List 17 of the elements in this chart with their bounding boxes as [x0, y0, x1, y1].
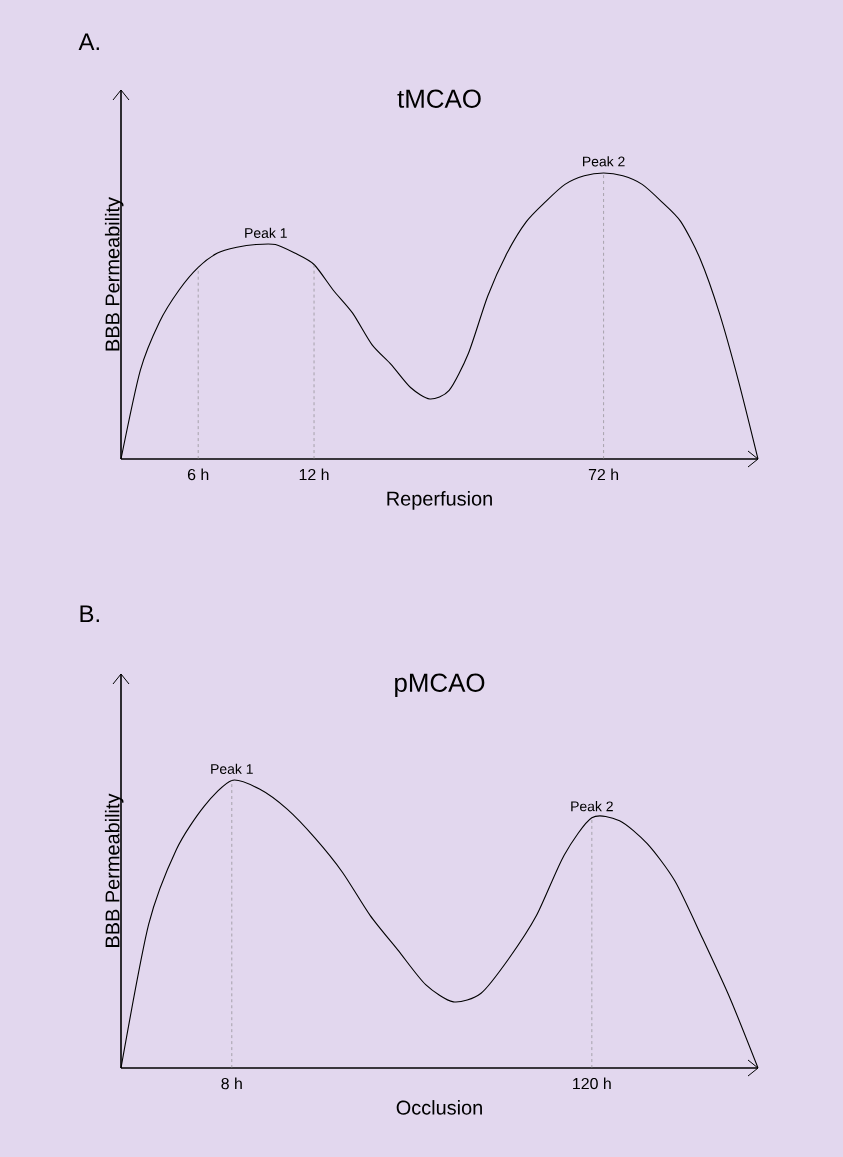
x-tick-label: 72 h — [588, 468, 619, 481]
x-tick-label: 12 h — [299, 468, 329, 481]
y-axis-title: BBB Permeability — [104, 793, 124, 947]
chart-title: pMCAO — [395, 673, 485, 698]
x-axis-title: Reperfusion — [387, 491, 492, 510]
annotation: Peak 2 — [571, 801, 613, 812]
annotation: Peak 1 — [245, 227, 287, 238]
annotation: Peak 1 — [211, 763, 253, 774]
x-tick-label: 120 h — [573, 1077, 611, 1090]
y-axis-title: BBB Permeability — [104, 197, 124, 351]
chart-title: tMCAO — [397, 89, 481, 108]
text: B. — [80, 605, 99, 622]
text: A. — [78, 33, 99, 50]
x-axis-title: Occlusion — [396, 1100, 482, 1115]
x-tick-label: 8 h — [221, 1077, 242, 1090]
annotation: Peak 2 — [583, 156, 625, 167]
x-tick-label: 6 h — [187, 468, 209, 481]
